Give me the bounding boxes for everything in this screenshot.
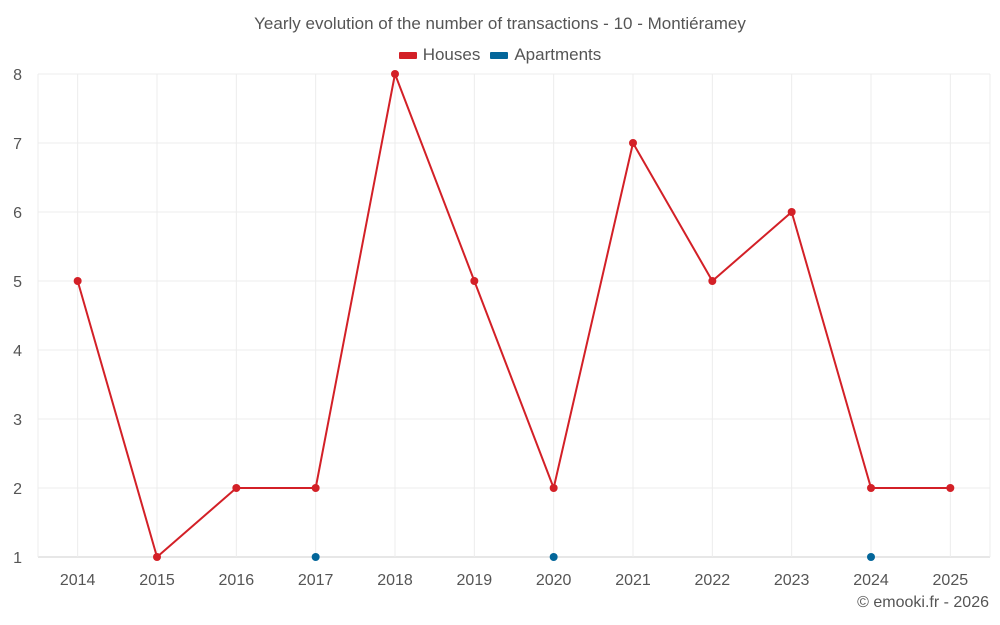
y-tick-label: 5: [13, 274, 22, 291]
y-tick-label: 6: [13, 205, 22, 222]
data-point-houses: [391, 70, 399, 78]
legend-item-apartments[interactable]: Apartments: [490, 45, 601, 65]
legend-swatch-apartments: [490, 51, 509, 59]
data-point-houses: [470, 277, 479, 285]
data-point-houses: [153, 553, 161, 561]
legend: Houses Apartments: [0, 45, 1000, 65]
legend-label-apartments: Apartments: [514, 45, 602, 64]
x-tick-label: 2021: [615, 572, 651, 589]
copyright-footer: © emooki.fr - 2026: [857, 594, 989, 611]
legend-label-houses: Houses: [422, 45, 481, 64]
data-point-houses: [867, 484, 875, 492]
data-point-houses: [549, 484, 558, 492]
y-tick-label: 4: [13, 343, 22, 360]
data-point-houses: [629, 139, 637, 147]
y-tick-label: 2: [13, 481, 22, 498]
x-tick-label: 2022: [695, 572, 731, 589]
y-tick-label: 3: [13, 412, 22, 429]
data-point-houses: [787, 208, 796, 216]
data-point-houses: [73, 277, 82, 285]
x-tick-label: 2020: [536, 572, 572, 589]
y-tick-label: 1: [13, 550, 22, 567]
x-tick-label: 2025: [933, 572, 969, 589]
data-point-houses: [311, 484, 320, 492]
data-point-houses: [232, 484, 241, 492]
y-tick-label: 7: [13, 136, 22, 153]
legend-swatch-houses: [398, 51, 417, 59]
x-tick-label: 2023: [774, 572, 810, 589]
x-tick-label: 2019: [457, 572, 493, 589]
x-tick-label: 2017: [298, 572, 334, 589]
x-tick-label: 2024: [853, 572, 889, 589]
x-tick-label: 2016: [219, 572, 255, 589]
x-tick-label: 2015: [139, 572, 175, 589]
chart-title: Yearly evolution of the number of transa…: [254, 14, 746, 33]
data-point-houses: [946, 484, 955, 492]
data-point-houses: [708, 277, 717, 285]
data-point-apartments: [549, 553, 558, 561]
series-line-houses: [76, 73, 951, 558]
data-point-apartments: [867, 553, 875, 561]
x-tick-label: 2018: [377, 572, 413, 589]
data-point-apartments: [311, 553, 320, 561]
x-tick-label: 2014: [60, 572, 96, 589]
legend-item-houses[interactable]: Houses: [398, 45, 481, 65]
y-tick-label: 8: [13, 67, 22, 84]
